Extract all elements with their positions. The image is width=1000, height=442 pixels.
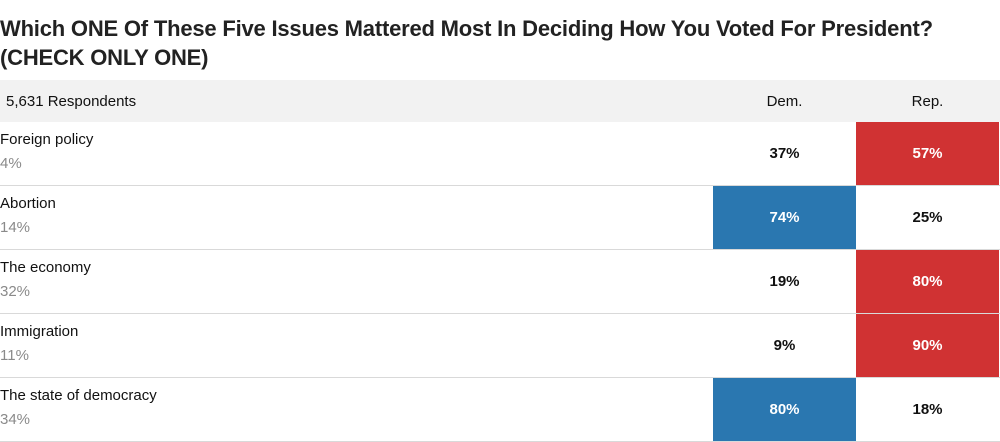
issue-share: 11% bbox=[0, 347, 29, 364]
issue-label-cell: The state of democracy 34% bbox=[0, 378, 713, 441]
rep-value-cell: 25% bbox=[912, 209, 943, 226]
issue-name: Abortion bbox=[0, 195, 56, 212]
issue-label-cell: Foreign policy 4% bbox=[0, 122, 713, 185]
dem-value-cell: 9% bbox=[773, 337, 796, 354]
issue-label-cell: Immigration 11% bbox=[0, 314, 713, 377]
column-header-rep: Rep. bbox=[911, 92, 944, 110]
table-body: Foreign policy 4% 37% 57% Abortion 14% 74% 25% T… bbox=[0, 122, 1000, 442]
dem-value-cell: 74% bbox=[713, 186, 856, 249]
results-table: 5,631 Respondents Dem. Rep. Foreign poli… bbox=[0, 80, 1000, 442]
issue-name: Foreign policy bbox=[0, 131, 94, 148]
dem-value-cell: 19% bbox=[769, 273, 800, 290]
rep-value-cell: 80% bbox=[856, 250, 999, 313]
rep-value-cell: 18% bbox=[912, 401, 943, 418]
issue-share: 34% bbox=[0, 411, 31, 428]
issue-name: The state of democracy bbox=[0, 387, 157, 404]
table-row: Abortion 14% 74% 25% bbox=[0, 186, 1000, 250]
issue-label-cell: The economy 32% bbox=[0, 250, 713, 313]
table-row: Immigration 11% 9% 90% bbox=[0, 314, 1000, 378]
issue-share: 14% bbox=[0, 219, 31, 236]
rep-value-cell: 90% bbox=[856, 314, 999, 377]
column-header-dem: Dem. bbox=[766, 92, 803, 110]
chart-title: Which ONE Of These Five Issues Mattered … bbox=[0, 16, 933, 70]
issue-share: 4% bbox=[0, 155, 22, 172]
table-row: The state of democracy 34% 80% 18% bbox=[0, 378, 1000, 442]
issue-label-cell: Abortion 14% bbox=[0, 186, 713, 249]
dem-value-cell: 80% bbox=[713, 378, 856, 441]
issue-name: Immigration bbox=[0, 323, 79, 340]
table-header: 5,631 Respondents Dem. Rep. bbox=[0, 80, 1000, 122]
respondents-label: 5,631 Respondents bbox=[6, 92, 137, 110]
table-row: The economy 32% 19% 80% bbox=[0, 250, 1000, 314]
table-row: Foreign policy 4% 37% 57% bbox=[0, 122, 1000, 186]
issue-name: The economy bbox=[0, 259, 91, 276]
issue-share: 32% bbox=[0, 283, 31, 300]
rep-value-cell: 57% bbox=[856, 122, 999, 185]
dem-value-cell: 37% bbox=[769, 145, 800, 162]
